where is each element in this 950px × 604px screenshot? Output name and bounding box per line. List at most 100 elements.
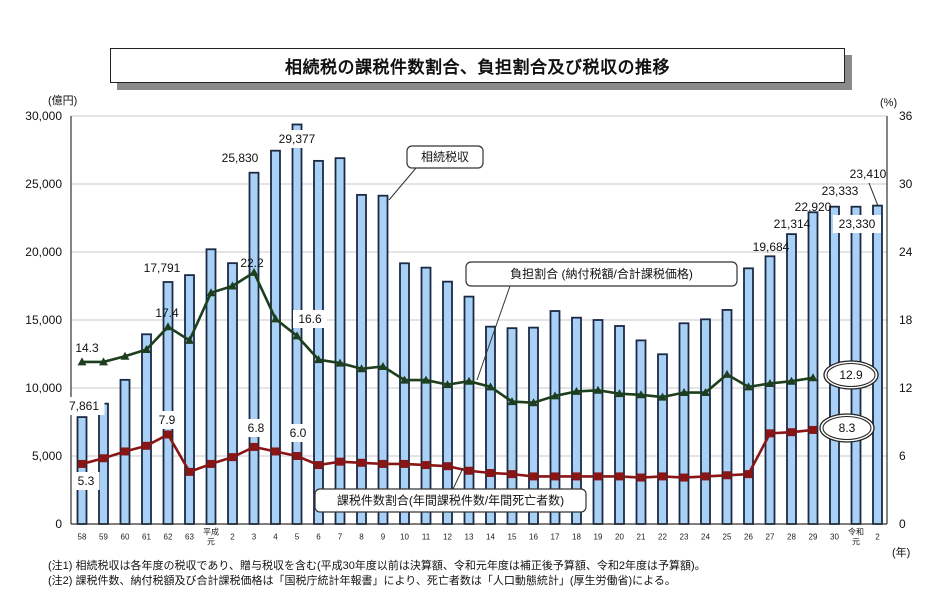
x-tick-label: 24 bbox=[701, 533, 710, 542]
burden-ratio-marker bbox=[421, 375, 431, 384]
taxable-ratio-marker bbox=[443, 462, 452, 471]
taxable-ratio-marker bbox=[164, 430, 172, 439]
y-tick-label: 5,000 bbox=[32, 449, 62, 463]
x-tick-label: 61 bbox=[142, 533, 151, 542]
taxable-ratio-marker bbox=[99, 454, 108, 463]
data-label: 12.9 bbox=[839, 368, 863, 382]
revenue-bar bbox=[657, 353, 668, 525]
x-tick-label: 4 bbox=[273, 533, 278, 542]
y2-tick-label: 36 bbox=[899, 109, 913, 123]
taxable-ratio-marker bbox=[680, 473, 688, 482]
taxable-ratio-marker bbox=[723, 471, 731, 480]
data-label: 6.8 bbox=[248, 421, 265, 435]
callout-leader-taxable bbox=[452, 467, 464, 490]
y2-tick-label: 30 bbox=[899, 177, 913, 191]
revenue-bar bbox=[872, 204, 883, 525]
burden-ratio-marker bbox=[636, 390, 646, 399]
data-label: 25,830 bbox=[222, 151, 259, 165]
taxable-ratio-marker bbox=[142, 441, 151, 450]
revenue-bar bbox=[743, 267, 754, 525]
taxable-ratio-marker bbox=[744, 470, 753, 479]
burden-ratio-marker bbox=[593, 385, 603, 394]
x-tick-label: 60 bbox=[121, 533, 130, 542]
data-label-ellipse-outer bbox=[823, 360, 879, 390]
burden-ratio-marker bbox=[658, 392, 667, 401]
revenue-bar bbox=[141, 333, 152, 525]
data-label-background bbox=[63, 397, 105, 415]
burden-ratio-marker bbox=[464, 376, 474, 385]
burden-ratio-marker bbox=[572, 386, 581, 395]
taxable-ratio-marker bbox=[207, 459, 215, 468]
data-label: 17,791 bbox=[144, 261, 181, 275]
x-tick-label: 25 bbox=[723, 533, 732, 542]
data-label-background bbox=[242, 419, 270, 437]
taxable-ratio-marker bbox=[314, 461, 323, 470]
revenue-bar bbox=[270, 149, 281, 525]
burden-ratio-marker bbox=[335, 358, 345, 367]
callout-leader-burden bbox=[476, 285, 511, 381]
taxable-ratio-marker bbox=[551, 472, 559, 481]
burden-ratio-marker bbox=[550, 391, 560, 400]
data-label-ellipse-inner bbox=[826, 363, 876, 387]
burden-ratio-marker bbox=[99, 357, 108, 366]
revenue-bar bbox=[399, 262, 410, 525]
x-tick-label: 26 bbox=[744, 533, 753, 542]
data-label: 5.3 bbox=[78, 474, 95, 488]
x-tick-label: 8 bbox=[359, 533, 364, 542]
x-tick-label: 22 bbox=[658, 533, 667, 542]
footnote-2: (注2) 課税件数、納付税額及び合計課税価格は「国税庁統計年報書」により、死亡者… bbox=[48, 575, 676, 587]
data-label: 16.6 bbox=[298, 312, 322, 326]
burden-ratio-marker bbox=[722, 369, 732, 378]
x-tick-label: 15 bbox=[508, 533, 517, 542]
revenue-bar bbox=[807, 211, 819, 525]
revenue-bar bbox=[248, 171, 260, 525]
burden-ratio-marker bbox=[163, 322, 173, 331]
data-label: 14.3 bbox=[75, 341, 99, 355]
data-label-background bbox=[153, 411, 181, 429]
taxable-ratio-marker bbox=[486, 469, 495, 477]
burden-ratio-marker bbox=[679, 388, 689, 397]
data-label-background bbox=[273, 130, 321, 148]
y2-tick-label: 24 bbox=[899, 245, 913, 259]
taxable-ratio-marker bbox=[701, 472, 710, 481]
data-label-ellipse-outer bbox=[819, 413, 875, 443]
taxable-ratio-marker bbox=[529, 472, 538, 481]
ratio-lines bbox=[77, 267, 818, 482]
revenue-bar bbox=[678, 322, 690, 525]
taxable-ratio-marker bbox=[615, 472, 624, 481]
x-tick-label: 5 bbox=[295, 533, 300, 542]
x-tick-label: 11 bbox=[422, 533, 431, 542]
data-label: 29,377 bbox=[279, 132, 316, 146]
taxable-ratio-marker bbox=[787, 428, 796, 437]
taxable-ratio-marker bbox=[572, 472, 581, 481]
callout-box-revenue bbox=[406, 145, 484, 169]
y-tick-label: 20,000 bbox=[25, 245, 62, 259]
taxable-ratio-marker bbox=[121, 447, 129, 456]
x-tick-label: 21 bbox=[637, 533, 646, 542]
x-tick-label: 63 bbox=[185, 533, 194, 542]
x-tick-label: 59 bbox=[99, 533, 108, 542]
taxable-ratio-marker bbox=[185, 467, 194, 476]
x-tick-label: 3 bbox=[252, 533, 257, 542]
burden-ratio-marker bbox=[765, 378, 775, 387]
revenue-bar bbox=[184, 274, 195, 525]
x-tick-label: 令和 bbox=[848, 527, 864, 537]
data-label-background bbox=[284, 424, 312, 442]
x-tick-label: 元 bbox=[852, 538, 860, 547]
burden-ratio-marker bbox=[486, 382, 495, 391]
x-tick-label: 13 bbox=[465, 533, 474, 542]
x-tick-label: 23 bbox=[680, 533, 689, 542]
y-tick-label: 30,000 bbox=[25, 109, 62, 123]
data-label-ellipse-inner bbox=[822, 416, 872, 440]
x-tick-label: 18 bbox=[572, 533, 581, 542]
x-tick-label: 20 bbox=[615, 533, 624, 542]
taxable-ratio-marker bbox=[508, 470, 516, 479]
burden-ratio-marker bbox=[142, 344, 151, 353]
taxable-ratio-marker bbox=[78, 459, 86, 468]
burden-ratio-marker bbox=[615, 389, 624, 398]
burden-ratio-marker bbox=[292, 331, 302, 340]
callout-label-burden: 負担割合 (納付税額/合計課税価格) bbox=[510, 266, 693, 281]
